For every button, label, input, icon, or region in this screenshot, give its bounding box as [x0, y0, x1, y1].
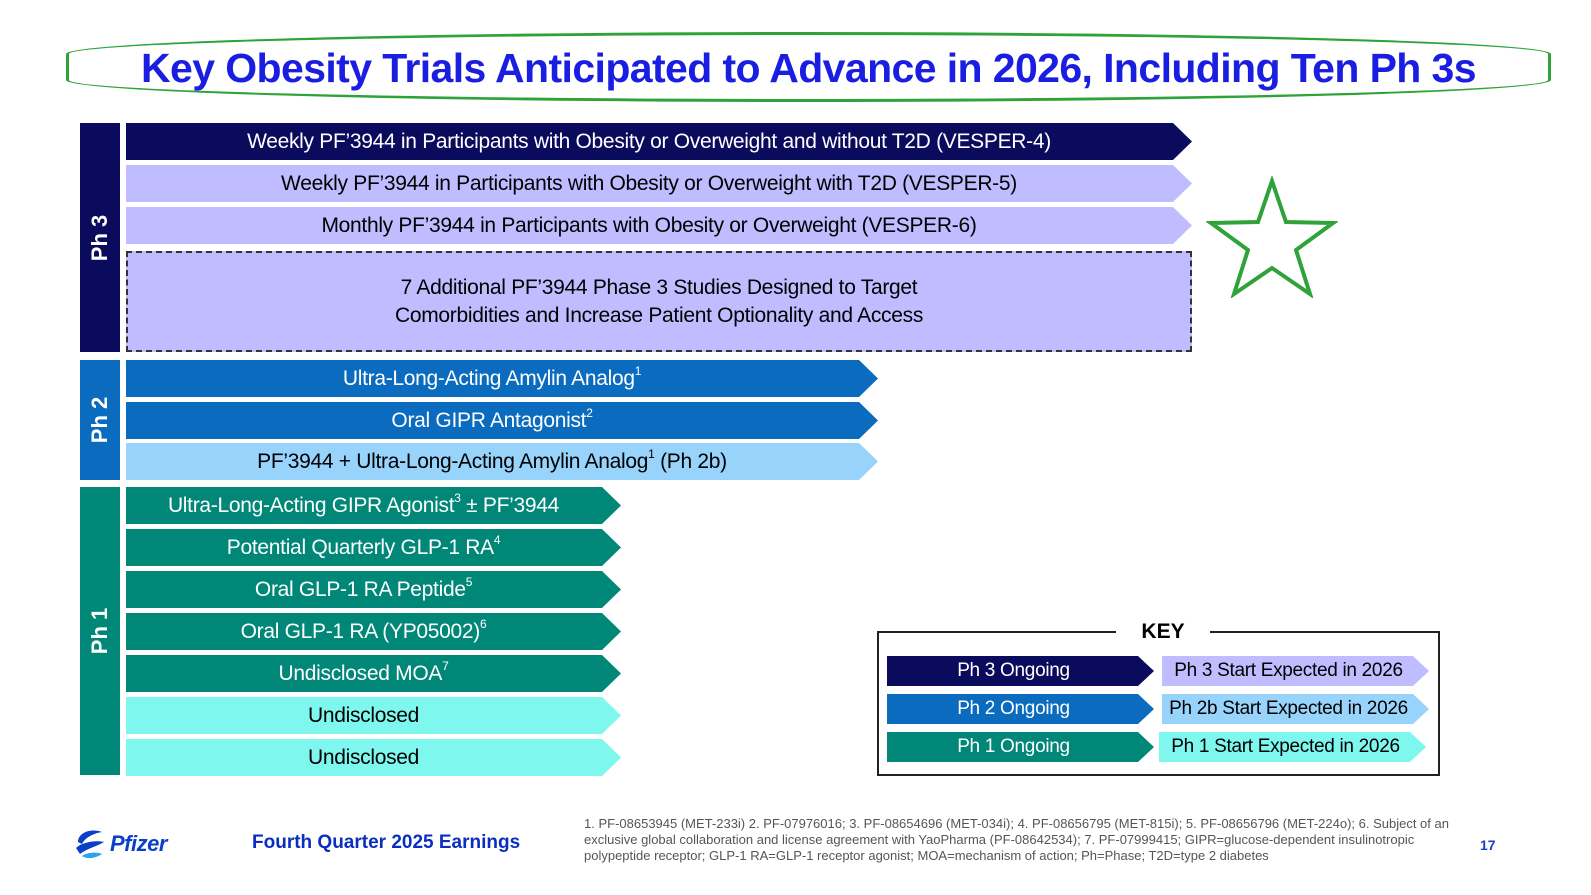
ph2-bar-label: PF’3944 + Ultra-Long-Acting Amylin Analo…	[257, 447, 727, 473]
key-ph1-start-label: Ph 1 Start Expected in 2026	[1171, 736, 1400, 757]
ph3-bar-label: Weekly PF’3944 in Participants with Obes…	[247, 129, 1051, 153]
ph2-bar-label: Oral GIPR Antagonist2	[391, 406, 593, 432]
ph3-bar-label: Weekly PF’3944 in Participants with Obes…	[281, 171, 1017, 195]
pfizer-logo-text: Pfizer	[110, 831, 167, 856]
key-ph1-ongoing-label: Ph 1 Ongoing	[957, 736, 1070, 757]
ph3-bar-label: Monthly PF’3944 in Participants with Obe…	[321, 213, 977, 237]
ph3-bar-vesper-6: Monthly PF’3944 in Participants with Obe…	[126, 207, 1192, 244]
ph1-bar-quarterly-glp1: Potential Quarterly GLP-1 RA4	[126, 529, 621, 566]
pfizer-logo: Pfizer	[72, 822, 167, 866]
key-ph2b-start: Ph 2b Start Expected in 2026	[1162, 694, 1429, 724]
ph1-bar-label: Potential Quarterly GLP-1 RA4	[226, 533, 501, 559]
pfizer-logo-icon	[76, 830, 104, 859]
key-ph2b-start-label: Ph 2b Start Expected in 2026	[1169, 698, 1408, 719]
ph1-bar-label: Undisclosed	[307, 703, 420, 727]
ph3-additional-studies-box: 7 Additional PF’3944 Phase 3 Studies Des…	[126, 251, 1192, 352]
key-ph3-ongoing-label: Ph 3 Ongoing	[957, 660, 1070, 681]
phase-label-ph3: Ph 3	[80, 123, 120, 352]
ph2-bar-amylin-analog: Ultra-Long-Acting Amylin Analog1	[126, 360, 878, 397]
ph3-bar-vesper-5: Weekly PF’3944 in Participants with Obes…	[126, 165, 1192, 202]
additional-line-2: Comorbidities and Increase Patient Optio…	[394, 303, 924, 327]
page-title: Key Obesity Trials Anticipated to Advanc…	[141, 45, 1477, 91]
phase-label-ph1: Ph 1	[80, 487, 120, 775]
additional-line-1: 7 Additional PF’3944 Phase 3 Studies Des…	[400, 275, 918, 299]
key-ph2-ongoing: Ph 2 Ongoing	[887, 694, 1154, 724]
ph1-bar-label: Ultra-Long-Acting GIPR Agonist3 ± PF’394…	[167, 491, 560, 517]
key-legend-title: KEY	[1116, 618, 1210, 646]
key-ph3-start-label: Ph 3 Start Expected in 2026	[1174, 660, 1403, 681]
ph2-bar-combo-ph2b: PF’3944 + Ultra-Long-Acting Amylin Analo…	[126, 443, 878, 480]
ph1-bar-undisclosed-1: Undisclosed	[126, 697, 621, 734]
page-number: 17	[1480, 837, 1496, 853]
key-ph1-start: Ph 1 Start Expected in 2026	[1159, 732, 1426, 762]
ph1-bar-label: Oral GLP-1 RA (YP05002)6	[240, 617, 487, 643]
ph2-bar-gipr-antagonist: Oral GIPR Antagonist2	[126, 402, 878, 439]
phase-label-ph2-text: Ph 2	[87, 396, 112, 444]
key-ph2-ongoing-label: Ph 2 Ongoing	[957, 698, 1070, 719]
ph1-bar-undisclosed-moa: Undisclosed MOA7	[126, 655, 621, 692]
ph1-bar-label: Undisclosed MOA7	[278, 659, 449, 685]
ph1-bar-oral-glp1-peptide: Oral GLP-1 RA Peptide5	[126, 571, 621, 608]
title-highlight-oval	[66, 32, 1551, 102]
ph1-bar-label: Undisclosed	[307, 745, 420, 769]
key-ph1-ongoing: Ph 1 Ongoing	[887, 732, 1154, 762]
phase-label-ph1-text: Ph 1	[87, 607, 112, 655]
phase-label-ph3-text: Ph 3	[87, 214, 112, 261]
footer-earnings-label: Fourth Quarter 2025 Earnings	[252, 832, 521, 853]
ph1-bar-undisclosed-2: Undisclosed	[126, 739, 621, 776]
ph1-bar-gipr-agonist: Ultra-Long-Acting GIPR Agonist3 ± PF’394…	[126, 487, 621, 524]
footnotes: 1. PF-08653945 (MET-233i) 2. PF-07976016…	[584, 816, 1449, 863]
phase-label-ph2: Ph 2	[80, 360, 120, 480]
ph3-bar-vesper-4: Weekly PF’3944 in Participants with Obes…	[126, 123, 1192, 160]
key-ph3-ongoing: Ph 3 Ongoing	[887, 656, 1154, 686]
ph1-bar-label: Oral GLP-1 RA Peptide5	[254, 575, 473, 601]
key-ph3-start: Ph 3 Start Expected in 2026	[1162, 656, 1429, 686]
ph2-bar-label: Ultra-Long-Acting Amylin Analog1	[342, 364, 642, 390]
star-icon	[1206, 176, 1338, 298]
ph1-bar-yp05002: Oral GLP-1 RA (YP05002)6	[126, 613, 621, 650]
